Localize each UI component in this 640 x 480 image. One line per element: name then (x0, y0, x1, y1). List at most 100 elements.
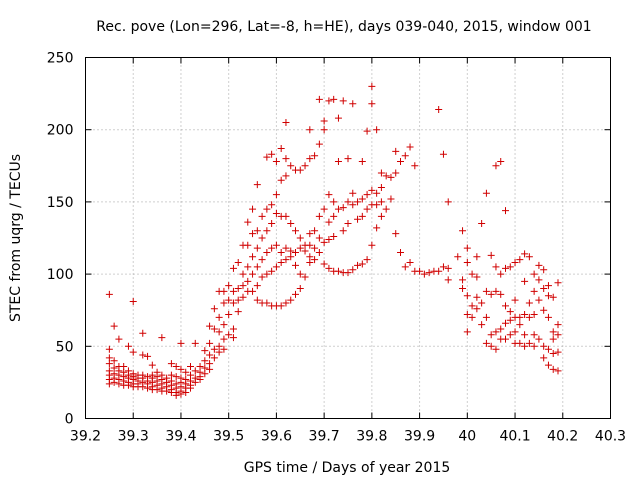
data-point (191, 378, 199, 386)
data-point (492, 162, 500, 170)
data-point (210, 325, 218, 333)
data-point (282, 244, 290, 252)
chart-title: Rec. pove (Lon=296, Lat=-8, h=HE), days … (96, 19, 591, 35)
data-point (196, 376, 204, 384)
data-point (263, 153, 271, 161)
data-point (315, 95, 323, 103)
data-point (540, 342, 548, 350)
data-point (258, 256, 266, 264)
data-point (277, 259, 285, 267)
data-point (502, 302, 509, 310)
data-point (544, 282, 552, 290)
data-point (439, 150, 447, 158)
data-point (487, 251, 495, 259)
data-point (487, 342, 495, 350)
data-point (167, 360, 175, 368)
data-point (373, 224, 381, 232)
data-point (387, 173, 395, 181)
data-point (330, 212, 338, 220)
data-point (482, 339, 490, 347)
data-point (105, 345, 113, 353)
data-point (258, 234, 266, 242)
data-point (330, 95, 338, 103)
data-point (330, 198, 338, 206)
data-point (144, 352, 152, 360)
data-point (201, 370, 209, 378)
data-point (382, 172, 390, 180)
data-point (311, 227, 319, 235)
data-point (306, 155, 314, 163)
data-point (253, 244, 261, 252)
data-point (311, 244, 319, 252)
data-point (124, 381, 132, 389)
data-point (325, 235, 333, 243)
data-point (272, 191, 280, 199)
data-point (306, 241, 314, 249)
data-point (320, 205, 328, 213)
data-point (354, 198, 362, 206)
data-point (444, 264, 452, 272)
data-point (282, 172, 290, 180)
data-point (506, 308, 514, 316)
data-point (525, 339, 533, 347)
data-point (334, 205, 342, 213)
data-point (502, 264, 509, 272)
data-point (263, 248, 271, 256)
data-point (439, 263, 447, 271)
data-point (311, 152, 319, 160)
data-point (334, 114, 342, 122)
data-point (272, 263, 280, 271)
data-point (115, 380, 123, 388)
data-point (544, 292, 552, 300)
data-point (215, 348, 223, 356)
data-point (358, 212, 366, 220)
data-point (339, 204, 347, 212)
data-point (282, 256, 290, 264)
data-point (535, 296, 543, 304)
x-tick-label: 39.6 (261, 429, 292, 445)
data-point (525, 253, 533, 261)
data-point (363, 256, 371, 264)
y-tick-label: 50 (56, 339, 74, 355)
data-point (363, 191, 371, 199)
data-point (124, 342, 132, 350)
data-point (368, 100, 376, 108)
data-point (354, 215, 362, 223)
data-point (315, 212, 323, 220)
data-point (249, 205, 257, 213)
data-point (206, 351, 214, 359)
data-point (244, 241, 252, 249)
data-point (244, 277, 252, 285)
data-point (444, 198, 452, 206)
data-point (301, 273, 309, 281)
x-tick-label: 40.3 (595, 429, 626, 445)
data-point (239, 293, 247, 301)
x-tick-label: 40.2 (547, 429, 578, 445)
data-point (535, 335, 543, 343)
data-point (344, 198, 352, 206)
data-point (177, 365, 185, 373)
data-point (473, 293, 481, 301)
data-point (473, 273, 481, 281)
data-point (225, 331, 233, 339)
data-point (506, 331, 514, 339)
data-point (292, 261, 299, 269)
data-point (478, 220, 486, 228)
data-point (110, 322, 118, 330)
data-point (292, 227, 299, 235)
data-point (482, 313, 490, 321)
data-point (277, 144, 285, 152)
data-point (320, 238, 328, 246)
x-tick-label: 39.7 (309, 429, 340, 445)
data-point (530, 270, 538, 278)
data-point (516, 256, 524, 264)
data-point (540, 266, 548, 274)
data-point (234, 259, 242, 267)
x-tick-label: 39.3 (118, 429, 149, 445)
data-point (301, 162, 309, 170)
data-point (492, 287, 500, 295)
data-point (244, 263, 252, 271)
data-point (334, 267, 342, 275)
data-point (349, 189, 357, 197)
data-point (554, 321, 562, 329)
